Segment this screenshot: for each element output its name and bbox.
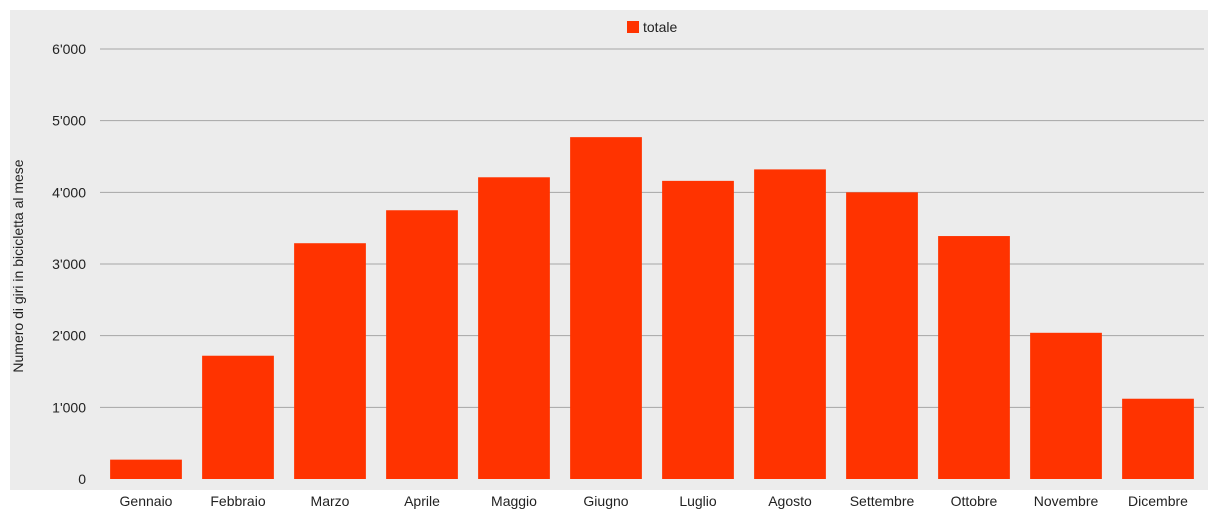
bar-gennaio	[110, 459, 182, 479]
legend-swatch-totale	[627, 21, 639, 33]
x-tick-label: Gennaio	[120, 493, 173, 509]
y-tick-label: 3'000	[52, 256, 86, 272]
y-tick-label: 5'000	[52, 113, 86, 129]
x-tick-label: Settembre	[850, 493, 915, 509]
y-tick-label: 6'000	[52, 41, 86, 57]
x-tick-label: Ottobre	[951, 493, 998, 509]
bar-giugno	[570, 137, 642, 479]
bar-maggio	[478, 177, 550, 480]
y-axis-tick-labels: 0 1'000 2'000 3'000 4'000 5'000 6'000	[52, 41, 86, 487]
x-tick-label: Aprile	[404, 493, 440, 509]
y-tick-label: 1'000	[52, 399, 86, 415]
bar-ottobre	[938, 236, 1010, 479]
legend: totale	[627, 19, 677, 35]
bar-agosto	[754, 169, 826, 479]
bar-aprile	[386, 210, 458, 479]
legend-label-totale: totale	[643, 19, 677, 35]
x-tick-label: Febbraio	[210, 493, 265, 509]
y-axis-label: Numero di giri in bicicletta al mese	[10, 159, 26, 372]
x-axis-tick-labels: Gennaio Febbraio Marzo Aprile Maggio Giugno Lu…	[120, 493, 1189, 509]
y-tick-label: 4'000	[52, 184, 86, 200]
bar-novembre	[1030, 332, 1102, 479]
bars	[110, 137, 1194, 480]
bar-dicembre	[1122, 398, 1194, 479]
x-tick-label: Marzo	[311, 493, 350, 509]
x-tick-label: Dicembre	[1128, 493, 1188, 509]
bar-febbraio	[202, 355, 274, 479]
y-tick-label: 2'000	[52, 328, 86, 344]
x-tick-label: Maggio	[491, 493, 537, 509]
x-tick-label: Giugno	[583, 493, 628, 509]
x-tick-label: Luglio	[679, 493, 717, 509]
x-tick-label: Agosto	[768, 493, 812, 509]
gridlines	[100, 48, 1204, 408]
bar-settembre	[846, 192, 918, 480]
bar-luglio	[662, 180, 734, 479]
x-tick-label: Novembre	[1034, 493, 1099, 509]
y-tick-label: 0	[78, 471, 86, 487]
bar-marzo	[294, 243, 366, 479]
